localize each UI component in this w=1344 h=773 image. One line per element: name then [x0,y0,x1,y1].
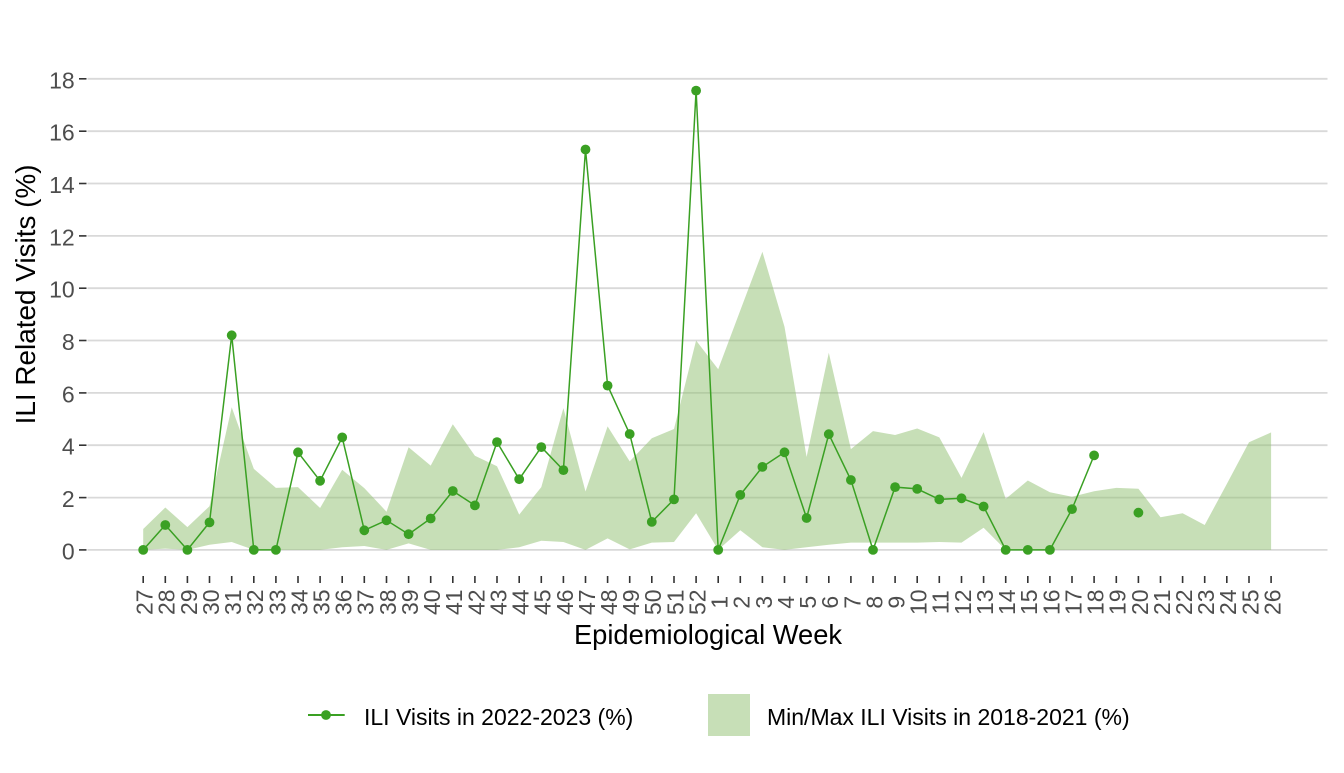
svg-text:2: 2 [729,596,755,609]
svg-text:5: 5 [795,596,821,609]
svg-text:19: 19 [1105,589,1131,615]
svg-text:30: 30 [198,589,224,615]
svg-text:41: 41 [441,589,467,615]
svg-text:ILI Related Visits (%): ILI Related Visits (%) [10,164,41,424]
svg-text:48: 48 [596,589,622,615]
svg-text:16: 16 [1038,589,1064,615]
svg-text:37: 37 [353,589,379,615]
svg-text:6: 6 [62,381,75,407]
svg-text:44: 44 [508,589,534,615]
svg-text:32: 32 [242,589,268,615]
svg-text:25: 25 [1237,589,1263,615]
svg-text:6: 6 [817,596,843,609]
svg-text:9: 9 [884,596,910,609]
svg-text:34: 34 [286,589,312,615]
svg-text:52: 52 [685,589,711,615]
svg-text:Min/Max ILI Visits in 2018-202: Min/Max ILI Visits in 2018-2021 (%) [767,704,1130,730]
svg-text:49: 49 [618,589,644,615]
svg-text:20: 20 [1127,589,1153,615]
svg-text:Epidemiological Week: Epidemiological Week [574,619,842,650]
svg-text:39: 39 [397,589,423,615]
svg-text:16: 16 [49,120,75,146]
svg-text:38: 38 [375,589,401,615]
svg-text:1: 1 [707,596,733,609]
svg-text:17: 17 [1060,589,1086,615]
svg-text:24: 24 [1215,589,1241,615]
svg-text:42: 42 [463,589,489,615]
svg-text:18: 18 [49,67,75,93]
svg-text:47: 47 [574,589,600,615]
svg-text:13: 13 [972,589,998,615]
svg-text:31: 31 [220,589,246,615]
svg-text:4: 4 [62,434,75,460]
svg-text:15: 15 [1016,589,1042,615]
svg-text:45: 45 [530,589,556,615]
svg-text:33: 33 [264,589,290,615]
svg-text:12: 12 [49,224,75,250]
svg-text:2: 2 [62,486,75,512]
svg-text:50: 50 [640,589,666,615]
svg-text:11: 11 [928,590,954,614]
svg-text:51: 51 [662,589,688,615]
svg-text:29: 29 [176,589,202,615]
svg-text:0: 0 [62,538,75,564]
svg-text:8: 8 [62,329,75,355]
svg-text:27: 27 [132,589,158,615]
svg-text:23: 23 [1193,589,1219,615]
svg-text:14: 14 [994,589,1020,615]
svg-text:10: 10 [49,277,75,303]
svg-text:7: 7 [839,596,865,609]
svg-text:10: 10 [906,589,932,615]
svg-text:40: 40 [419,589,445,615]
svg-text:ILI Visits in 2022-2023 (%): ILI Visits in 2022-2023 (%) [364,704,633,730]
svg-text:3: 3 [751,596,777,609]
svg-text:18: 18 [1083,589,1109,615]
svg-text:28: 28 [154,589,180,615]
svg-text:26: 26 [1260,589,1286,615]
svg-text:35: 35 [309,589,335,615]
svg-text:46: 46 [552,589,578,615]
svg-text:14: 14 [49,172,75,198]
svg-text:21: 21 [1149,589,1175,615]
svg-text:12: 12 [950,589,976,615]
svg-text:43: 43 [485,589,511,615]
svg-text:36: 36 [331,589,357,615]
svg-text:4: 4 [773,596,799,609]
svg-text:8: 8 [861,596,887,609]
svg-text:22: 22 [1171,589,1197,615]
